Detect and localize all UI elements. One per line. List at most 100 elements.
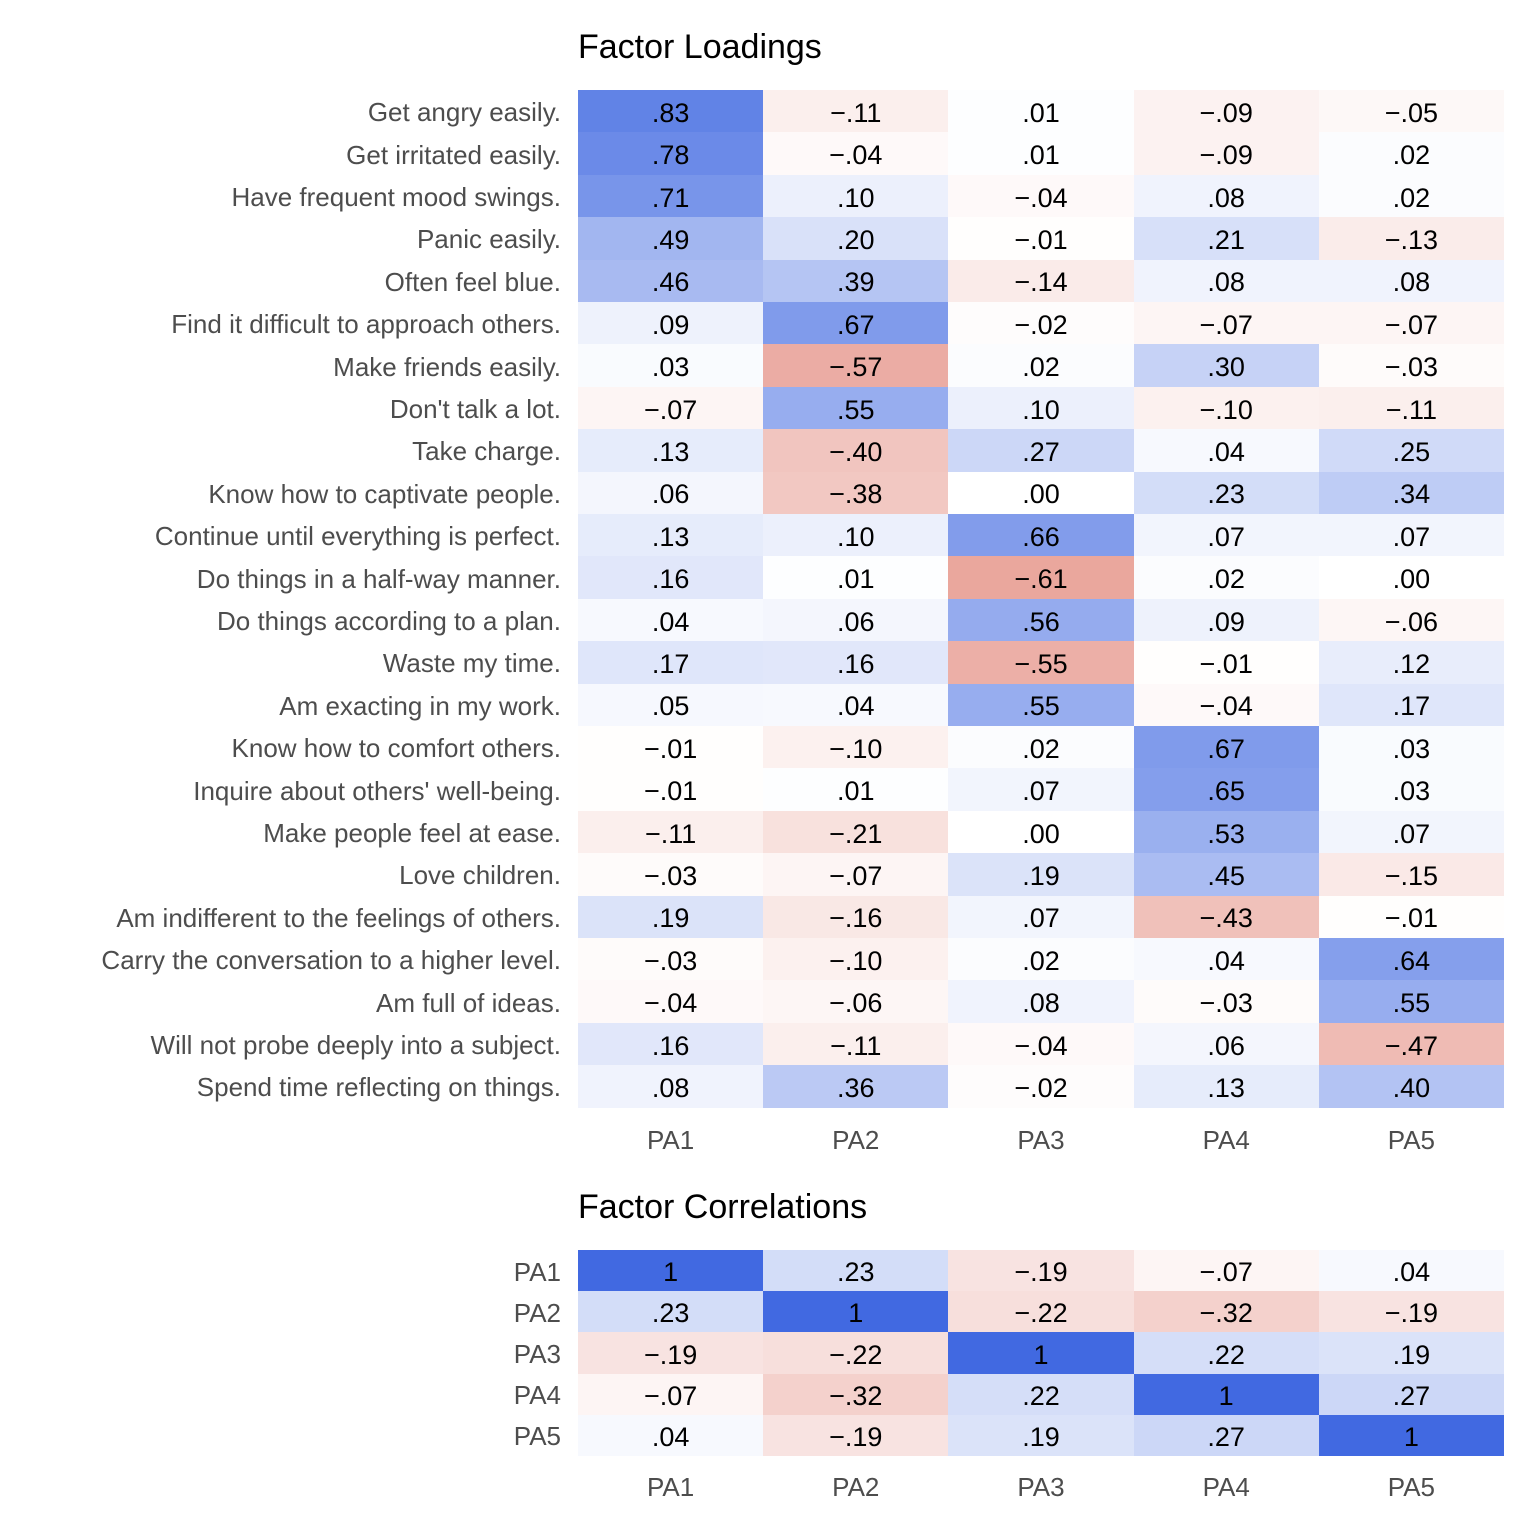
loading-row-label: Don't talk a lot. <box>389 394 561 424</box>
loading-cell <box>948 217 1135 261</box>
loading-cell-label: −.02 <box>1014 309 1068 340</box>
corr-cell <box>578 1373 764 1416</box>
corr-cell <box>763 1414 949 1457</box>
loading-cell <box>578 768 764 812</box>
loading-cell <box>578 514 764 557</box>
loading-cell-label: −.03 <box>1199 988 1253 1019</box>
loading-row-label: Find it difficult to approach others. <box>171 309 561 340</box>
loading-cell <box>1318 810 1505 854</box>
loading-cell-label: −.04 <box>829 140 883 171</box>
corr-cell <box>1318 1332 1505 1375</box>
loading-row-label: Am exacting in my work. <box>279 690 561 721</box>
corr-cell <box>948 1414 1135 1457</box>
loading-cell <box>1318 174 1505 218</box>
loading-cell-label: .00 <box>1022 479 1060 510</box>
loading-cell-label: −.04 <box>643 988 698 1019</box>
loading-cell <box>763 514 949 557</box>
corr-cell-label: −.07 <box>1199 1257 1253 1288</box>
loading-column-label: PA3 <box>1017 1125 1065 1155</box>
corr-cell <box>763 1250 949 1292</box>
corr-cell <box>763 1373 949 1416</box>
loading-cell-label: −.10 <box>1199 394 1253 425</box>
loading-cell <box>948 938 1135 981</box>
loading-column-label: PA2 <box>832 1125 880 1155</box>
loading-cell <box>763 768 949 812</box>
corr-cell-label: −.19 <box>1014 1257 1068 1288</box>
loading-cell <box>948 174 1135 218</box>
corr-cell <box>1318 1291 1505 1333</box>
loading-cell <box>578 1022 764 1066</box>
loading-column-label: PA4 <box>1202 1125 1250 1155</box>
loading-cell-label: .02 <box>1392 140 1431 171</box>
loading-cell <box>1133 768 1320 812</box>
loading-cell-label: .55 <box>837 394 875 425</box>
loading-column-label: PA1 <box>646 1125 695 1155</box>
loading-cell-label: .20 <box>837 224 875 255</box>
corr-cell <box>948 1332 1135 1375</box>
loading-cell <box>763 217 949 261</box>
loading-cell-label: .02 <box>1022 352 1060 383</box>
loading-cell-label: .17 <box>1392 691 1431 722</box>
loading-row-label: Love children. <box>399 860 561 891</box>
loading-cell-label: .17 <box>651 648 690 679</box>
loading-row-label: Carry the conversation to a higher level… <box>101 945 561 976</box>
loading-cell-label: .53 <box>1207 818 1245 849</box>
loading-cell <box>1318 217 1505 261</box>
loading-cell-label: −.09 <box>1199 140 1253 171</box>
loading-cell-label: .08 <box>1392 267 1431 298</box>
corr-row-label: PA2 <box>513 1297 561 1328</box>
loading-cell <box>1133 174 1320 218</box>
loading-cell <box>578 683 764 727</box>
corr-cell <box>1133 1250 1320 1292</box>
loading-cell-label: −.05 <box>1384 97 1439 128</box>
loading-row-label: Waste my time. <box>382 648 561 679</box>
loading-row-label: Have frequent mood swings. <box>231 182 561 212</box>
loading-cell-label: .45 <box>1207 860 1245 891</box>
loading-cell-label: −.06 <box>1384 606 1439 637</box>
loading-cell <box>763 810 949 854</box>
corr-cell <box>1133 1373 1320 1416</box>
loading-cell <box>578 598 764 642</box>
loading-cell <box>578 556 764 600</box>
loading-cell-label: −.07 <box>1384 309 1439 340</box>
loading-cell-label: .64 <box>1392 945 1431 976</box>
loading-cell <box>763 938 949 981</box>
loading-cell <box>948 853 1135 897</box>
corr-row-label: PA1 <box>513 1256 561 1287</box>
loading-cell <box>948 641 1135 685</box>
loading-cell <box>1318 641 1505 685</box>
corr-cell-label: .19 <box>1022 1421 1060 1452</box>
corr-cell <box>578 1414 764 1457</box>
loading-row-label: Panic easily. <box>416 224 561 255</box>
loading-cell-label: .36 <box>837 1072 875 1103</box>
loading-cell <box>578 217 764 261</box>
loading-cell-label: −.03 <box>643 945 698 976</box>
loading-cell-label: −.14 <box>1014 267 1068 298</box>
loading-cell-label: −.01 <box>643 733 698 764</box>
corr-column-label: PA1 <box>646 1472 695 1502</box>
loading-cell <box>1133 810 1320 854</box>
loading-cell <box>1133 514 1320 557</box>
loading-row-label: Do things in a half-way manner. <box>196 563 561 594</box>
loading-cell-label: .01 <box>837 776 875 807</box>
loading-cell-label: .04 <box>1207 436 1245 467</box>
loading-cell <box>763 344 949 388</box>
loading-cell-label: .27 <box>1022 436 1060 467</box>
loading-cell <box>763 726 949 769</box>
correlations-title: Factor Correlations <box>578 1188 868 1226</box>
loading-cell <box>1318 259 1505 303</box>
corr-column-label: PA2 <box>832 1472 880 1502</box>
loading-cell-label: −.03 <box>1384 352 1439 383</box>
loading-cell <box>1318 1065 1505 1109</box>
corr-row-label: PA4 <box>513 1380 561 1411</box>
loading-cell-label: .55 <box>1392 988 1431 1019</box>
corr-cell <box>1318 1250 1505 1292</box>
corr-row-label: PA3 <box>513 1339 561 1369</box>
loading-cell-label: .01 <box>837 564 875 595</box>
loading-cell-label: −.11 <box>830 1030 882 1061</box>
loading-cell <box>578 302 764 345</box>
loading-cell-label: .01 <box>1022 97 1060 128</box>
loading-cell-label: .03 <box>1392 776 1431 807</box>
loading-cell <box>948 1022 1135 1066</box>
